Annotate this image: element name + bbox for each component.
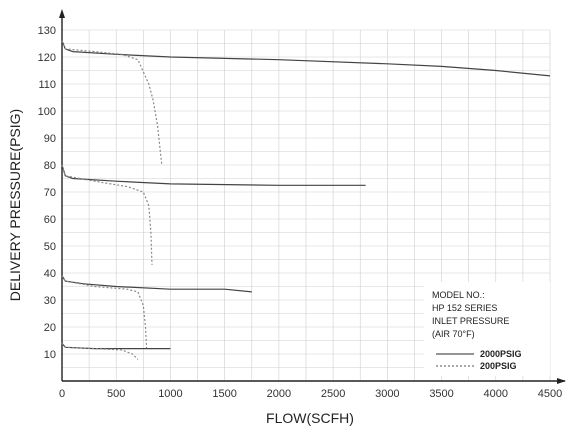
series-line-2000psig <box>61 342 171 350</box>
series-line-200psig <box>61 275 148 349</box>
x-tick-label: 1000 <box>158 388 182 400</box>
x-tick-label: 3500 <box>429 388 453 400</box>
x-axis-arrow-icon <box>557 378 566 384</box>
x-tick-label: 3000 <box>375 388 399 400</box>
y-tick-label: 110 <box>38 79 56 91</box>
y-tick-label: 60 <box>44 214 56 226</box>
x-tick-label: 2000 <box>267 388 291 400</box>
y-tick-label: 10 <box>44 349 56 361</box>
x-tick-label: 500 <box>107 388 125 400</box>
series-line-200psig <box>61 164 153 265</box>
y-tick-label: 70 <box>44 187 56 199</box>
y-tick-label: 90 <box>44 133 56 145</box>
series-line-2000psig <box>61 40 551 77</box>
legend-entry-2000psig: 2000PSIG <box>480 349 522 359</box>
y-tick-label: 130 <box>38 25 56 37</box>
y-axis-title: DELIVERY PRESSURE(PSIG) <box>7 109 23 301</box>
y-tick-label: 20 <box>44 322 56 334</box>
x-tick-label: 4000 <box>484 388 508 400</box>
x-tick-label: 2500 <box>321 388 345 400</box>
legend: MODEL NO.: HP 152 SERIES INLET PRESSURE … <box>424 282 550 376</box>
series-line-200psig <box>61 342 139 360</box>
legend-title-line-1: MODEL NO.: <box>432 290 485 300</box>
legend-title-line-2: HP 152 SERIES <box>432 303 497 313</box>
series-lines <box>61 40 551 360</box>
axes <box>59 9 566 384</box>
legend-title-line-3: INLET PRESSURE <box>432 316 509 326</box>
x-tick-label: 4500 <box>538 388 562 400</box>
y-tick-label: 100 <box>38 106 56 118</box>
legend-entry-200psig: 200PSIG <box>480 361 517 371</box>
y-tick-label: 50 <box>44 241 56 253</box>
y-tick-label: 30 <box>44 295 56 307</box>
x-tick-label: 1500 <box>212 388 236 400</box>
series-line-2000psig <box>61 275 252 293</box>
tick-labels: 0 500 1000 1500 2000 2500 3000 3500 4000 4500 10 20… <box>38 25 563 400</box>
y-axis-arrow-icon <box>59 9 65 18</box>
series-line-2000psig <box>61 164 366 186</box>
legend-title-line-4: (AIR 70°F) <box>432 329 475 339</box>
y-tick-label: 120 <box>38 52 56 64</box>
y-tick-label: 40 <box>44 268 56 280</box>
legend-background <box>424 282 550 376</box>
x-axis-title: FLOW(SCFH) <box>266 410 354 426</box>
x-tick-label: 0 <box>59 388 65 400</box>
y-tick-label: 80 <box>44 160 56 172</box>
series-line-200psig <box>61 40 163 166</box>
